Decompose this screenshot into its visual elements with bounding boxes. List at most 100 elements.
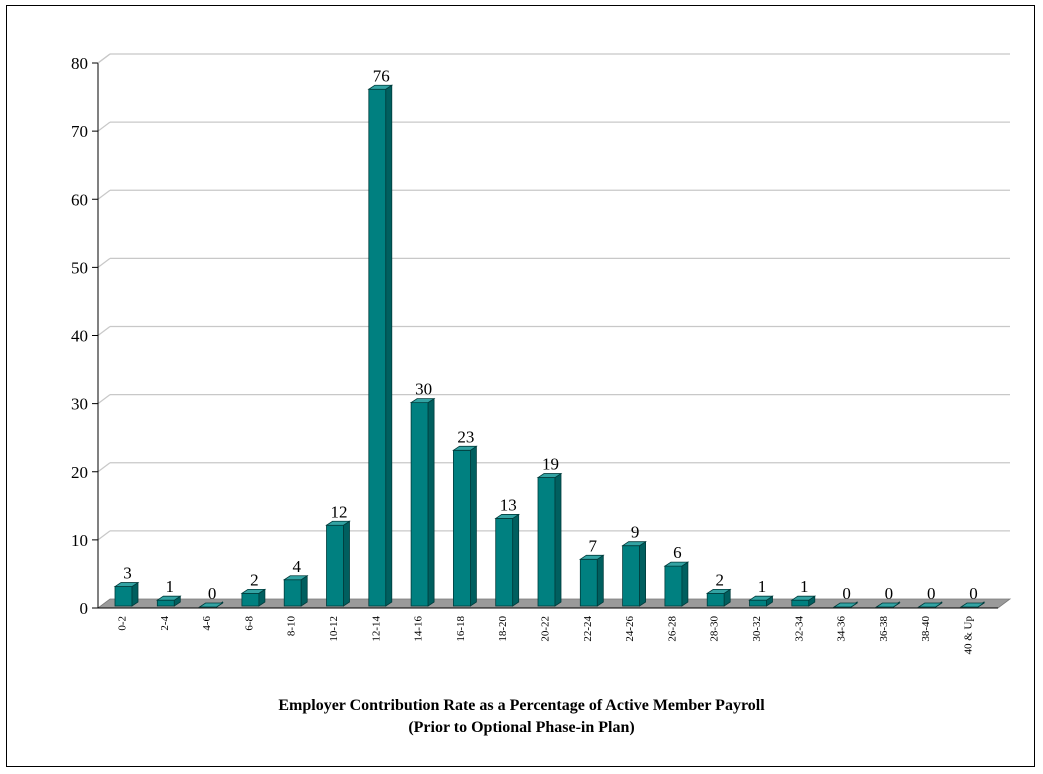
data-label: 13 [500, 495, 517, 514]
y-axis-depth [97, 53, 111, 64]
bar-side [343, 520, 350, 607]
bar-front [664, 565, 683, 607]
x-tick-label: 4-6 [201, 616, 213, 631]
bar-top [452, 445, 478, 451]
bar-front [791, 599, 810, 607]
bar-side [639, 540, 646, 607]
x-tick-label: 30-32 [751, 616, 763, 642]
bar [325, 520, 351, 607]
bar-top [282, 575, 309, 581]
bar-front [283, 579, 302, 607]
bar-front [622, 545, 640, 607]
chart-subtitle: (Prior to Optional Phase-in Plan) [408, 719, 635, 736]
chart-title: Employer Contribution Rate as a Percenta… [278, 697, 765, 714]
bar-top [875, 602, 901, 608]
data-label: 1 [800, 577, 809, 596]
data-label: 1 [166, 577, 175, 596]
data-label: 30 [415, 380, 432, 399]
y-tick-label: 30 [71, 395, 88, 414]
y-tick-label: 80 [71, 54, 88, 73]
x-tick-labels: 0-2 2-4 4-6 6-8 8-10 10-12 12-14 14-16 16-18 18-2… [117, 616, 975, 655]
bar-top [155, 595, 182, 601]
x-tick-label: 26-28 [666, 616, 678, 642]
bar [875, 601, 901, 608]
bar [705, 588, 732, 607]
gridlines [97, 53, 1010, 541]
x-tick-label: 36-38 [878, 616, 890, 642]
gridline-depth [97, 326, 111, 336]
bar [240, 588, 267, 607]
bar-top [494, 514, 521, 519]
gridline-depth [97, 121, 111, 132]
bar-side [512, 513, 520, 607]
bar-top [240, 588, 267, 594]
y-tick-label: 60 [71, 190, 88, 209]
data-label: 2 [250, 570, 259, 589]
bar-top [578, 554, 605, 560]
x-tick-label: 16-18 [455, 616, 467, 642]
x-tick-label: 40 & Up [963, 616, 975, 655]
data-label: 76 [373, 66, 390, 85]
x-tick-label: 34-36 [836, 616, 848, 642]
bar [917, 601, 944, 608]
bar-side [385, 84, 393, 607]
bar [494, 513, 521, 607]
bar-top [621, 541, 647, 547]
bar-front [410, 402, 429, 607]
bar [578, 554, 605, 607]
x-tick-label: 32-34 [793, 616, 805, 642]
bar-front [156, 599, 175, 607]
bar-front [749, 599, 767, 607]
x-tick-label: 12-14 [370, 616, 382, 642]
bar [282, 575, 309, 607]
x-tick-label: 10-12 [328, 616, 340, 642]
y-tick-label: 50 [71, 258, 88, 277]
chart-frame [6, 5, 1035, 767]
bar-top [917, 602, 944, 608]
bar-front [537, 477, 556, 607]
data-label: 2 [715, 570, 724, 589]
bar-front [495, 518, 514, 607]
bar [452, 445, 478, 607]
data-label: 0 [842, 584, 851, 603]
x-tick-label: 38-40 [920, 616, 932, 642]
gridline-depth [97, 257, 111, 268]
bar-top [113, 582, 140, 587]
bar-top [663, 561, 690, 567]
bar [155, 595, 182, 607]
data-label: 0 [885, 584, 894, 603]
x-tick-label: 0-2 [117, 616, 129, 631]
data-label: 4 [292, 557, 301, 576]
data-label: 12 [331, 502, 348, 521]
gridline-depth [97, 462, 111, 473]
bar-front [579, 558, 598, 607]
bar [748, 595, 774, 607]
bar-side [469, 445, 477, 607]
x-tick-label: 24-26 [624, 616, 636, 642]
bar [409, 397, 436, 607]
bar-front [114, 586, 133, 607]
bar-top [705, 588, 732, 594]
gridline-depth [97, 530, 111, 541]
x-tick-label: 18-20 [497, 616, 509, 642]
data-label: 19 [542, 455, 559, 474]
y-tick-labels: 0 10 20 30 40 50 60 70 80 [71, 54, 88, 618]
bar-top [367, 84, 394, 90]
x-tick-label: 28-30 [709, 616, 721, 642]
y-tick-label: 40 [71, 327, 88, 346]
bar-side [596, 554, 604, 607]
bar [113, 581, 140, 607]
data-label: 6 [673, 543, 682, 562]
bar [536, 472, 563, 607]
bar-top [198, 602, 224, 608]
x-tick-label: 6-8 [243, 616, 255, 631]
x-tick-label: 8-10 [286, 616, 298, 637]
x-tick-label: 2-4 [159, 616, 171, 631]
bar-front [706, 592, 725, 607]
bar [198, 601, 224, 608]
bar [832, 601, 859, 608]
bar-top [536, 473, 563, 478]
bar-top [959, 602, 986, 608]
data-label: 1 [758, 577, 767, 596]
